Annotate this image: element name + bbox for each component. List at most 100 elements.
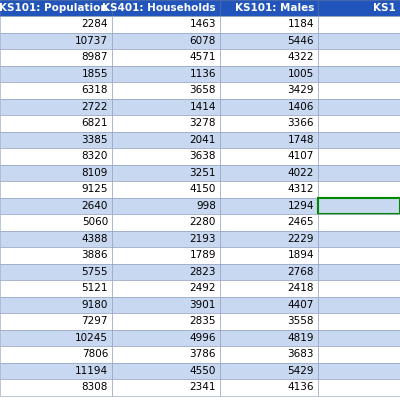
Bar <box>0 346 112 362</box>
Text: 5429: 5429 <box>288 366 314 376</box>
Bar <box>318 132 400 148</box>
Bar <box>220 230 318 247</box>
Text: 8320: 8320 <box>82 151 108 161</box>
Bar <box>318 247 400 264</box>
Bar <box>318 198 400 214</box>
Bar <box>112 280 220 296</box>
Bar <box>0 98 112 115</box>
Bar <box>220 181 318 198</box>
Text: 1406: 1406 <box>288 102 314 112</box>
Bar <box>318 181 400 198</box>
Bar <box>112 0 220 16</box>
Text: 2640: 2640 <box>82 201 108 211</box>
Bar <box>112 98 220 115</box>
Bar <box>318 296 400 313</box>
Bar <box>112 230 220 247</box>
Bar <box>0 16 112 32</box>
Text: 3886: 3886 <box>82 250 108 260</box>
Text: KS101: Males: KS101: Males <box>235 3 314 13</box>
Bar <box>112 115 220 132</box>
Text: 4107: 4107 <box>288 151 314 161</box>
Bar <box>0 66 112 82</box>
Bar <box>112 164 220 181</box>
Text: 3251: 3251 <box>190 168 216 178</box>
Text: 4312: 4312 <box>288 184 314 194</box>
Text: 3429: 3429 <box>288 85 314 95</box>
Bar <box>112 198 220 214</box>
Text: 1789: 1789 <box>190 250 216 260</box>
Bar <box>318 280 400 296</box>
Text: 1855: 1855 <box>82 69 108 79</box>
Bar <box>0 379 112 396</box>
Text: 7297: 7297 <box>82 316 108 326</box>
Bar <box>318 264 400 280</box>
Bar <box>318 214 400 230</box>
Bar <box>112 346 220 362</box>
Text: 1414: 1414 <box>190 102 216 112</box>
Text: 8109: 8109 <box>82 168 108 178</box>
Text: 6078: 6078 <box>190 36 216 46</box>
Text: 2193: 2193 <box>190 234 216 244</box>
Bar <box>112 32 220 49</box>
Bar <box>220 330 318 346</box>
Bar <box>220 115 318 132</box>
Text: 1894: 1894 <box>288 250 314 260</box>
Bar <box>0 132 112 148</box>
Bar <box>318 16 400 32</box>
Bar <box>0 49 112 66</box>
Bar <box>220 346 318 362</box>
Text: 3558: 3558 <box>288 316 314 326</box>
Text: 2722: 2722 <box>82 102 108 112</box>
Bar <box>318 164 400 181</box>
Bar <box>220 313 318 330</box>
Bar <box>0 148 112 164</box>
Text: 5121: 5121 <box>82 283 108 293</box>
Bar <box>0 198 112 214</box>
Bar <box>112 181 220 198</box>
Text: 2280: 2280 <box>190 217 216 227</box>
Text: 6318: 6318 <box>82 85 108 95</box>
Bar <box>220 296 318 313</box>
Text: 2229: 2229 <box>288 234 314 244</box>
Bar <box>0 82 112 98</box>
Text: 10245: 10245 <box>75 333 108 343</box>
Text: KS401: Households: KS401: Households <box>102 3 216 13</box>
Bar <box>318 330 400 346</box>
Bar <box>220 66 318 82</box>
Bar <box>318 0 400 16</box>
Text: 8308: 8308 <box>82 382 108 392</box>
Bar <box>220 148 318 164</box>
Bar <box>0 280 112 296</box>
Bar <box>220 198 318 214</box>
Bar <box>318 32 400 49</box>
Text: 1136: 1136 <box>190 69 216 79</box>
Text: 4996: 4996 <box>190 333 216 343</box>
Text: 3385: 3385 <box>82 135 108 145</box>
Bar <box>318 362 400 379</box>
Text: 4571: 4571 <box>190 52 216 62</box>
Text: 1005: 1005 <box>288 69 314 79</box>
Text: 2284: 2284 <box>82 19 108 29</box>
Text: 2341: 2341 <box>190 382 216 392</box>
Text: 9180: 9180 <box>82 300 108 310</box>
Text: KS1: KS1 <box>373 3 396 13</box>
Text: 5755: 5755 <box>82 267 108 277</box>
Text: 2418: 2418 <box>288 283 314 293</box>
Bar <box>0 32 112 49</box>
Bar <box>112 49 220 66</box>
Text: 2492: 2492 <box>190 283 216 293</box>
Text: 1294: 1294 <box>288 201 314 211</box>
Bar <box>318 230 400 247</box>
Bar <box>220 98 318 115</box>
Bar <box>0 214 112 230</box>
Text: 4550: 4550 <box>190 366 216 376</box>
Text: 4022: 4022 <box>288 168 314 178</box>
Text: 6821: 6821 <box>82 118 108 128</box>
Text: 2041: 2041 <box>190 135 216 145</box>
Bar <box>0 181 112 198</box>
Bar <box>220 214 318 230</box>
Text: 10737: 10737 <box>75 36 108 46</box>
Text: KS101: Population: KS101: Population <box>0 3 108 13</box>
Bar <box>0 330 112 346</box>
Bar <box>112 296 220 313</box>
